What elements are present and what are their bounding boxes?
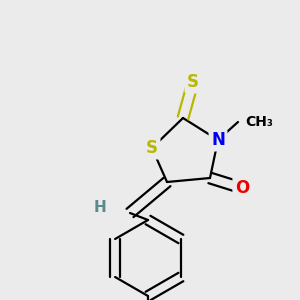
Text: H: H xyxy=(94,200,106,214)
Text: O: O xyxy=(235,179,249,197)
Text: S: S xyxy=(146,139,158,157)
Text: S: S xyxy=(187,73,199,91)
Text: CH₃: CH₃ xyxy=(245,115,273,129)
Text: N: N xyxy=(211,131,225,149)
